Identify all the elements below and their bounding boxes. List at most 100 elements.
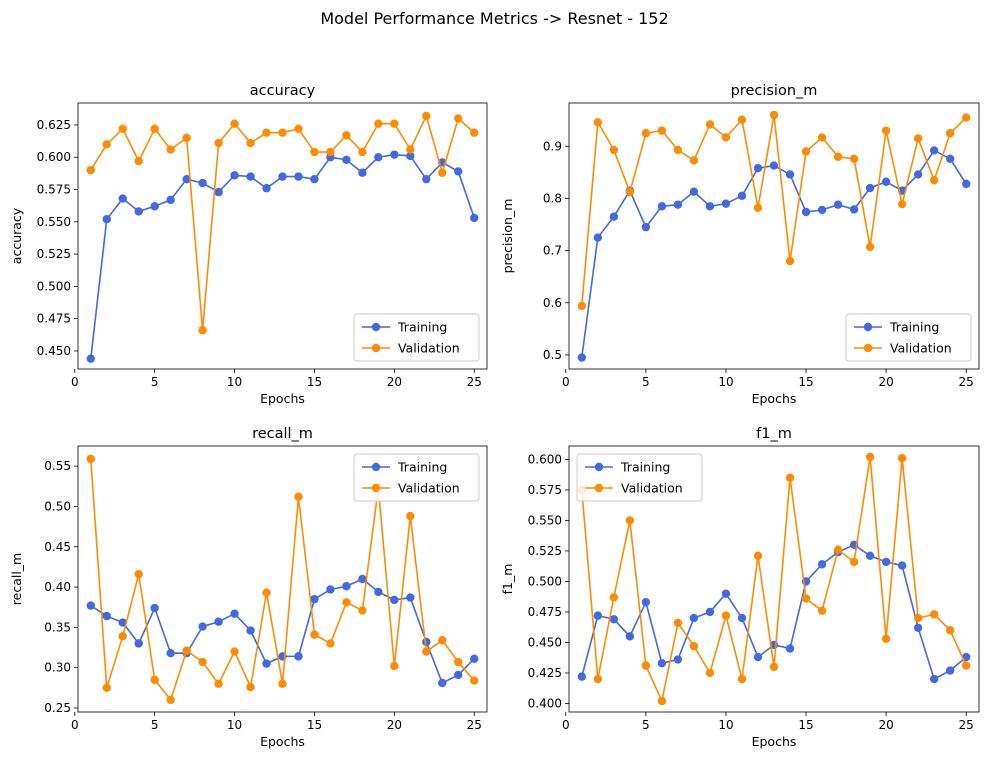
- data-point-training: [150, 603, 159, 613]
- data-point-validation: [913, 613, 923, 623]
- series-line-validation: [90, 115, 475, 332]
- data-point-validation: [86, 454, 95, 464]
- x-axis-label: Epochs: [260, 391, 305, 406]
- data-point-training: [150, 202, 159, 211]
- data-point-training: [406, 593, 415, 602]
- y-tick-label: 0.525: [528, 544, 562, 558]
- data-point-training: [134, 207, 143, 216]
- data-point-validation: [294, 124, 303, 134]
- data-point-validation: [577, 301, 587, 311]
- y-tick-label: 0.600: [37, 150, 71, 164]
- data-point-training: [689, 187, 699, 196]
- y-tick-label: 0.25: [44, 701, 71, 715]
- x-tick-label: 5: [151, 375, 159, 389]
- data-point-validation: [262, 128, 271, 137]
- y-axis-label: recall_m: [9, 553, 24, 605]
- data-point-training: [625, 632, 635, 641]
- y-tick-label: 0.550: [37, 215, 71, 229]
- data-point-training: [182, 174, 191, 184]
- legend-label: Training: [397, 460, 447, 475]
- legend-swatch-marker: [371, 483, 381, 493]
- data-point-training: [705, 202, 715, 211]
- data-point-training: [166, 648, 175, 658]
- data-point-training: [198, 178, 207, 188]
- figure-suptitle: Model Performance Metrics -> Resnet - 15…: [320, 9, 668, 28]
- x-axis-label: Epochs: [260, 734, 305, 749]
- data-point-validation: [689, 156, 699, 165]
- data-point-validation: [438, 168, 447, 177]
- data-point-training: [721, 199, 731, 208]
- data-point-validation: [358, 147, 367, 157]
- x-tick-label: 25: [959, 718, 974, 732]
- data-point-training: [166, 195, 175, 205]
- data-point-validation: [310, 630, 319, 639]
- x-tick-label: 5: [151, 718, 159, 732]
- data-point-training: [945, 666, 955, 675]
- data-point-validation: [849, 154, 859, 164]
- data-point-training: [374, 587, 383, 597]
- data-point-validation: [454, 114, 463, 123]
- data-point-training: [705, 607, 715, 617]
- data-point-training: [454, 167, 463, 176]
- data-point-validation: [737, 674, 747, 684]
- series-line-training: [90, 578, 475, 684]
- axes-frame: [77, 102, 488, 370]
- legend-swatch-marker: [371, 322, 381, 332]
- data-point-training: [342, 155, 351, 165]
- legend-box: [353, 453, 480, 502]
- data-point-validation: [705, 120, 715, 129]
- data-point-validation: [438, 636, 447, 645]
- data-point-validation: [881, 634, 891, 643]
- y-tick-label: 0.425: [528, 666, 562, 680]
- data-point-training: [470, 654, 479, 663]
- data-point-validation: [833, 152, 843, 161]
- chart-title: f1_m: [756, 426, 792, 442]
- x-tick-label: 10: [227, 718, 242, 732]
- y-tick-label: 0.625: [37, 118, 71, 132]
- axes-frame: [77, 445, 488, 713]
- data-point-training: [262, 184, 271, 193]
- data-point-training: [358, 168, 367, 177]
- data-point-training: [929, 146, 939, 155]
- data-point-training: [422, 174, 431, 184]
- data-point-training: [118, 194, 127, 203]
- data-point-training: [689, 613, 699, 623]
- data-point-training: [913, 623, 923, 633]
- data-point-training: [198, 622, 207, 631]
- legend: Training Validation: [353, 313, 480, 362]
- legend-label: Training: [889, 320, 939, 335]
- y-tick-label: 0.5: [543, 348, 562, 362]
- y-tick-label: 0.7: [543, 244, 562, 258]
- legend-box: [353, 313, 480, 362]
- data-point-training: [881, 557, 891, 567]
- data-point-validation: [422, 111, 431, 121]
- data-point-training: [833, 200, 843, 209]
- x-tick-label: 0: [562, 718, 570, 732]
- data-point-training: [406, 151, 415, 161]
- y-tick-label: 0.475: [37, 312, 71, 326]
- data-point-training: [737, 191, 747, 201]
- data-point-validation: [182, 133, 191, 143]
- x-tick-label: 15: [798, 375, 813, 389]
- data-point-validation: [102, 140, 111, 149]
- legend-swatch-marker: [863, 322, 873, 332]
- y-tick-label: 0.500: [528, 574, 562, 588]
- data-point-validation: [929, 610, 939, 619]
- data-point-training: [118, 618, 127, 627]
- x-tick-label: 25: [467, 375, 482, 389]
- data-point-validation: [753, 551, 763, 561]
- data-point-training: [454, 670, 463, 680]
- x-tick-label: 15: [307, 718, 322, 732]
- x-tick-label: 25: [959, 375, 974, 389]
- data-point-training: [817, 560, 827, 569]
- data-point-validation: [785, 473, 795, 482]
- data-point-validation: [913, 134, 923, 143]
- data-point-training: [246, 172, 255, 181]
- y-tick-label: 0.475: [528, 605, 562, 619]
- chart-title: accuracy: [250, 83, 316, 99]
- y-tick-label: 0.40: [44, 580, 71, 594]
- data-point-validation: [406, 511, 415, 521]
- data-point-validation: [673, 145, 683, 155]
- data-point-validation: [721, 611, 731, 620]
- data-point-validation: [849, 557, 859, 567]
